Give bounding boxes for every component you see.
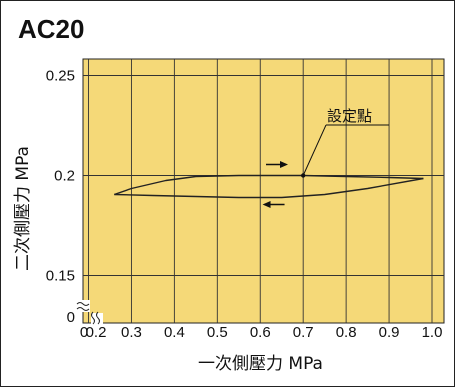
- x-tick-labels: 00.2 0.3 0.4 0.5 0.6 0.7 0.8 0.9 1.0: [80, 324, 443, 341]
- x-tick-label: 0.4: [164, 324, 185, 341]
- chart-title: AC20: [18, 14, 84, 44]
- x-tick-label: 0.6: [250, 324, 271, 341]
- y-tick-label: 0: [67, 309, 75, 326]
- plot-area: [82, 58, 445, 324]
- x-axis-label: 一次側壓力 MPa: [198, 354, 323, 374]
- x-tick-label: 0.3: [121, 324, 142, 341]
- series-line-2: [114, 177, 424, 199]
- x-tick-label: 0.2: [86, 324, 107, 341]
- series-line-1: [114, 174, 424, 196]
- x-tick-label: 0.9: [379, 324, 400, 341]
- y-axis-break-mark: [76, 302, 90, 311]
- y-tick-label: 0.25: [46, 68, 75, 85]
- x-axis-break-mark: [91, 311, 100, 325]
- x-tick-label: 1.0: [422, 324, 443, 341]
- y-axis-label: 二次側壓力 MPa: [13, 146, 33, 271]
- x-tick-label: 0.7: [293, 324, 314, 341]
- x-tick-label: 0.8: [336, 324, 357, 341]
- x-tick-label: 0: [80, 324, 88, 341]
- y-tick-label: 0.2: [54, 168, 75, 185]
- x-tick-label: 0.5: [207, 324, 228, 341]
- arrow-head: [280, 161, 289, 168]
- y-tick-label: 0.15: [46, 268, 75, 285]
- y-tick-labels: 0.15 0.2 0.25 0: [46, 68, 75, 327]
- setpoint-leader: [302, 124, 327, 176]
- arrow-head: [262, 201, 271, 208]
- annotations: 設定點: [262, 107, 389, 208]
- setpoint-label: 設定點: [327, 107, 372, 125]
- axis-lines: [76, 300, 103, 325]
- series-group: [114, 174, 424, 199]
